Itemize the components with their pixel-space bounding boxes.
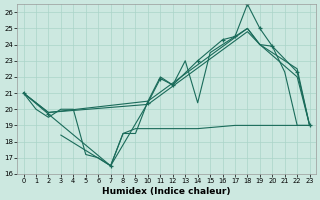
X-axis label: Humidex (Indice chaleur): Humidex (Indice chaleur) bbox=[102, 187, 231, 196]
